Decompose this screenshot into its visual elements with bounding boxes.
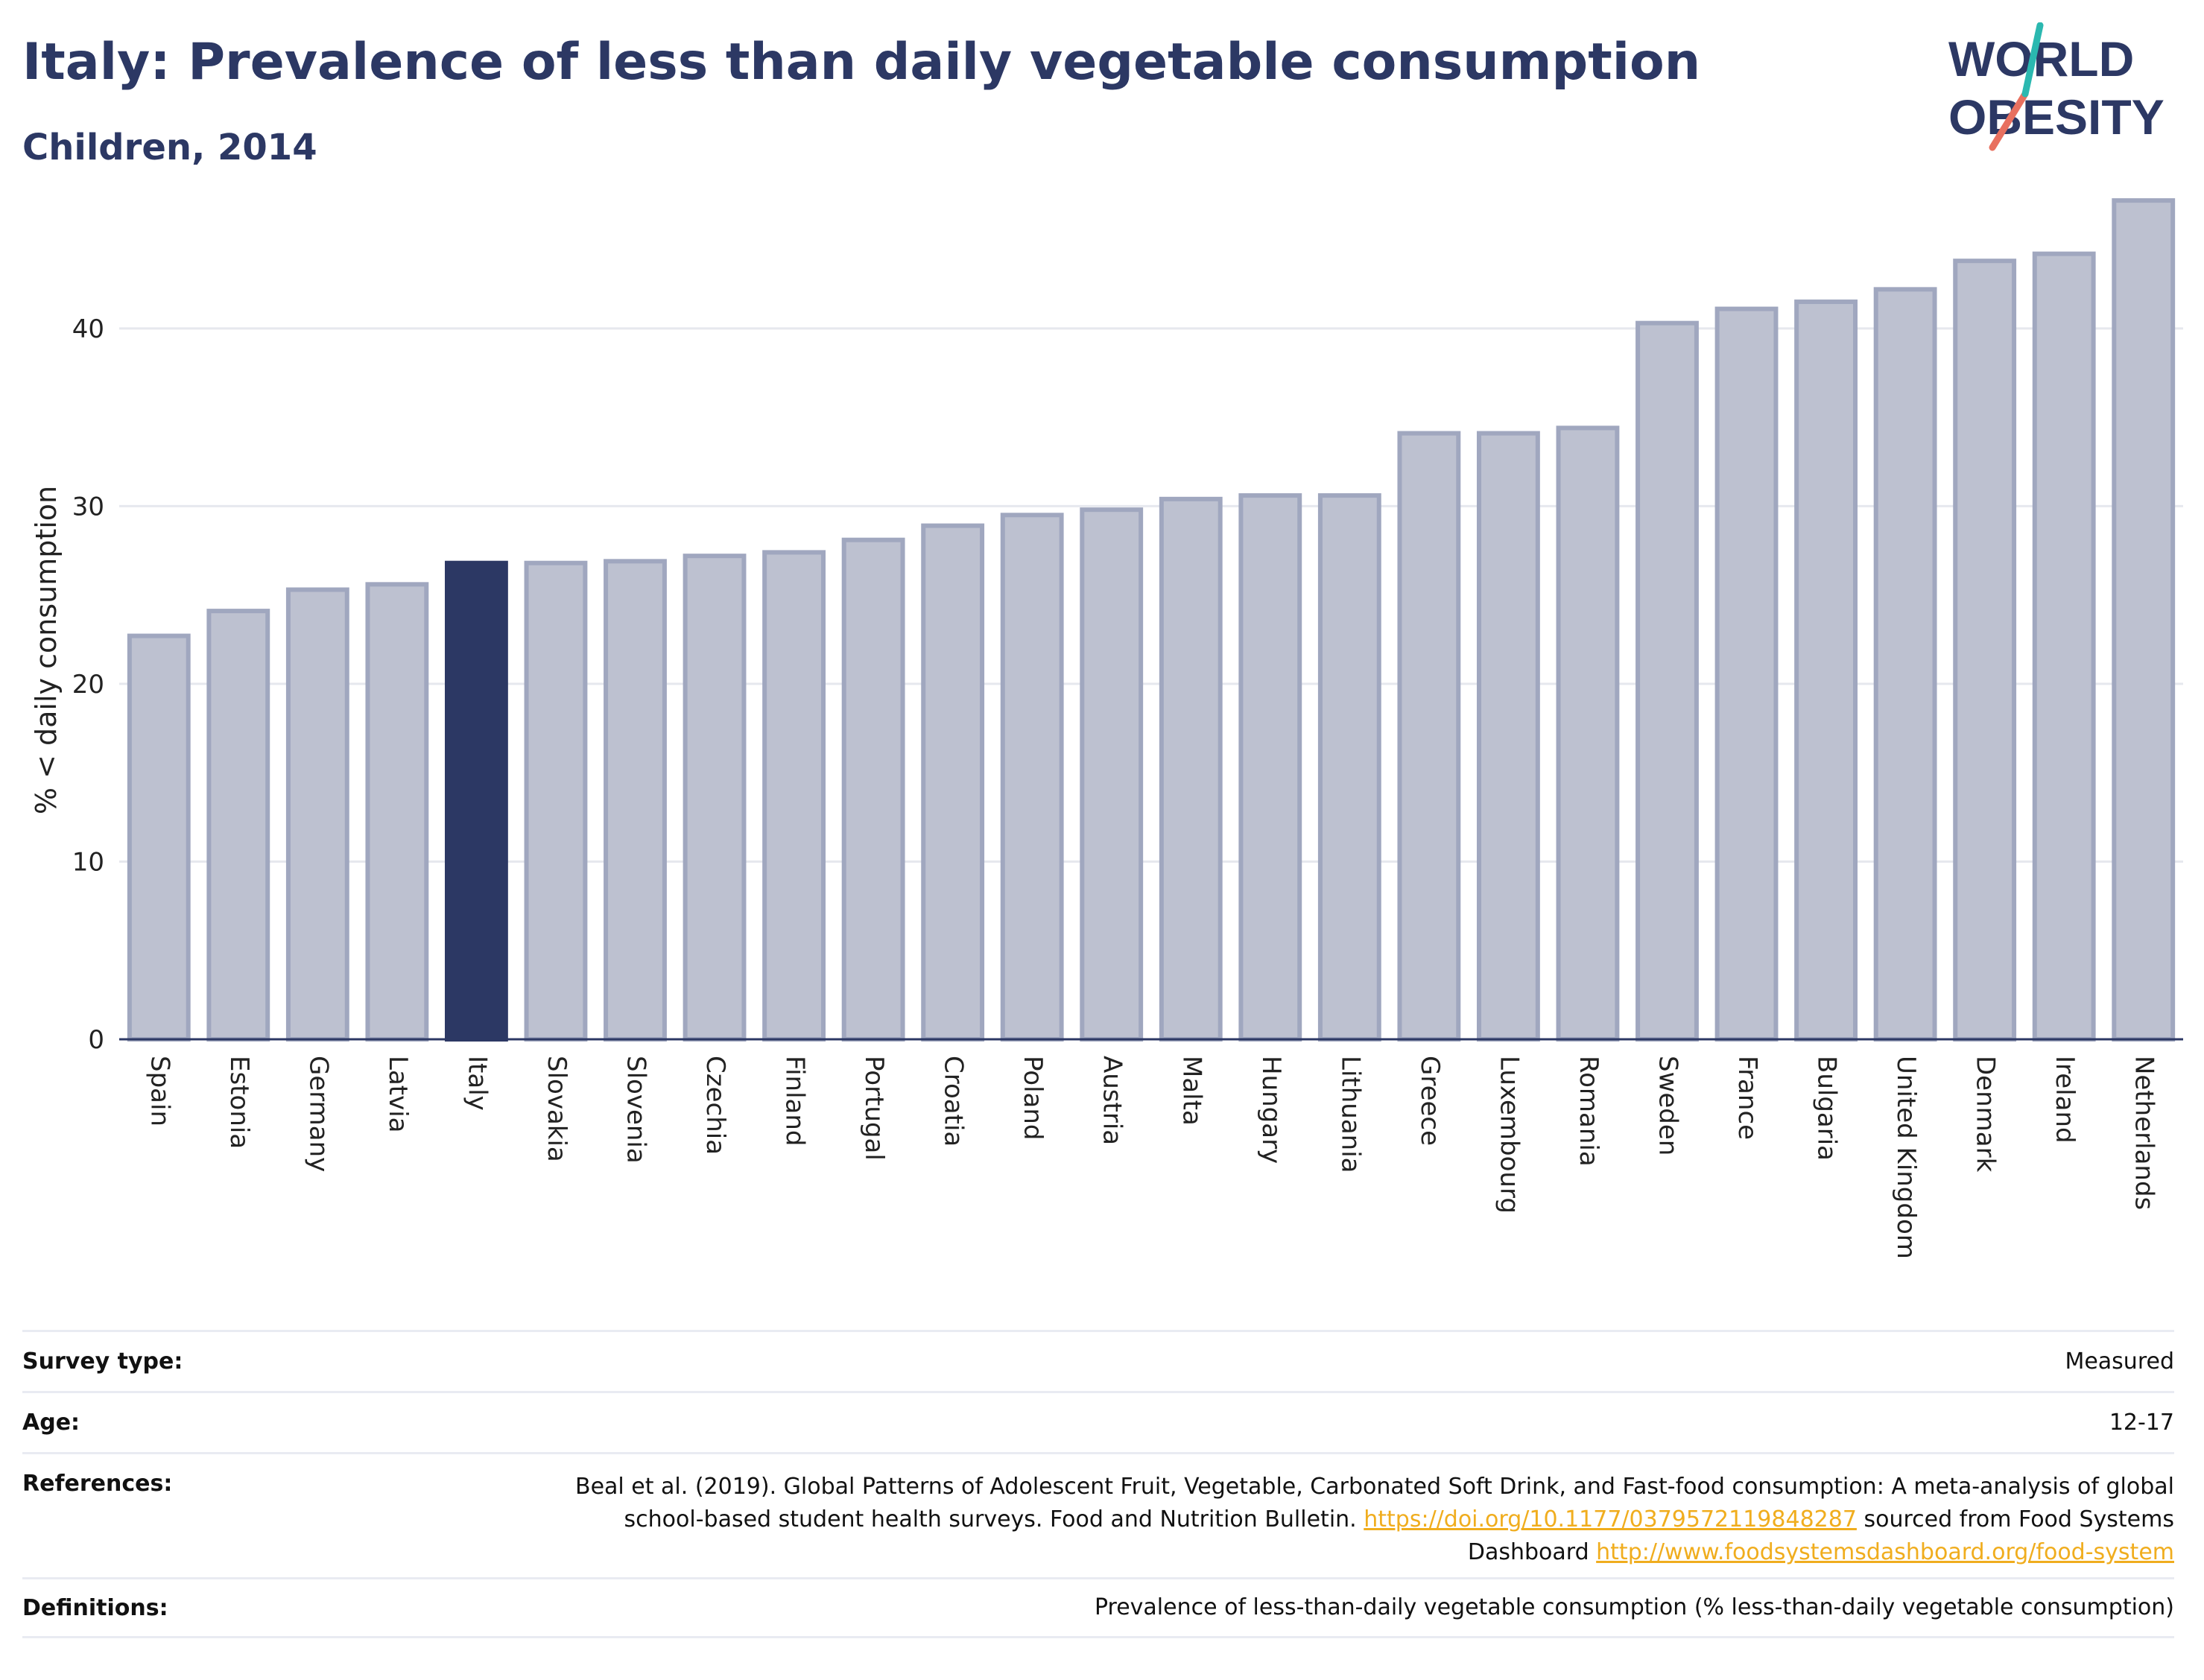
info-row-age: Age: 12-17 bbox=[22, 1391, 2174, 1452]
x-tick-label-portugal: Portugal bbox=[859, 1056, 889, 1161]
x-tick-label-latvia: Latvia bbox=[383, 1056, 413, 1133]
bar-croatia bbox=[921, 523, 985, 1042]
survey-type-value: Measured bbox=[2065, 1348, 2174, 1375]
bar-united-kingdom bbox=[1873, 287, 1937, 1042]
chart-title: Italy: Prevalence of less than daily veg… bbox=[22, 33, 1701, 92]
food-systems-dashboard-link[interactable]: http://www.foodsystemsdashboard.org/food… bbox=[1596, 1539, 2174, 1565]
y-tick-label-10: 10 bbox=[72, 847, 104, 877]
bar-latvia bbox=[365, 582, 429, 1042]
x-tick-label-united-kingdom: United Kingdom bbox=[1891, 1056, 1921, 1259]
x-tick-label-ireland: Ireland bbox=[2050, 1056, 2080, 1144]
x-tick-label-luxembourg: Luxembourg bbox=[1494, 1056, 1524, 1214]
y-axis-label: % < daily consumption bbox=[30, 486, 63, 814]
x-tick-label-lithuania: Lithuania bbox=[1335, 1056, 1365, 1173]
info-row-definitions: Definitions: Prevalence of less-than-dai… bbox=[22, 1577, 2174, 1638]
bar-romania bbox=[1556, 425, 1620, 1042]
x-tick-label-slovenia: Slovenia bbox=[621, 1056, 651, 1164]
definitions-value: Prevalence of less-than-daily vegetable … bbox=[1094, 1594, 2174, 1620]
y-tick-label-0: 0 bbox=[88, 1025, 104, 1055]
bar-estonia bbox=[206, 609, 270, 1042]
bar-netherlands bbox=[2112, 198, 2176, 1042]
survey-type-label: Survey type: bbox=[22, 1348, 183, 1375]
references-text-1: Beal et al. (2019). Global Patterns of A… bbox=[574, 1474, 2174, 1532]
y-tick-label-20: 20 bbox=[72, 670, 104, 700]
bar-chart: 0 10 20 30 40 % < daily consumption Spain Eston… bbox=[30, 198, 2183, 1259]
x-tick-label-sweden: Sweden bbox=[1653, 1056, 1683, 1156]
bar-slovakia bbox=[524, 560, 588, 1042]
x-tick-label-denmark: Denmark bbox=[1971, 1056, 2001, 1173]
bar-austria bbox=[1080, 507, 1144, 1042]
bar-luxembourg bbox=[1477, 431, 1540, 1042]
bar-denmark bbox=[1953, 259, 2017, 1042]
bar-germany bbox=[285, 587, 349, 1042]
logo-slash-coral bbox=[1989, 90, 2029, 151]
x-tick-label-greece: Greece bbox=[1415, 1056, 1445, 1146]
x-tick-label-romania: Romania bbox=[1574, 1056, 1603, 1167]
bar-ireland bbox=[2032, 251, 2096, 1042]
age-label: Age: bbox=[22, 1410, 80, 1436]
bar-finland bbox=[762, 550, 826, 1042]
definitions-label: Definitions: bbox=[22, 1594, 168, 1621]
bar-malta bbox=[1159, 496, 1223, 1042]
x-tick-label-malta: Malta bbox=[1177, 1056, 1206, 1126]
x-tick-label-germany: Germany bbox=[303, 1056, 333, 1172]
bar-slovenia bbox=[604, 559, 667, 1042]
references-value: Beal et al. (2019). Global Patterns of A… bbox=[498, 1471, 2174, 1569]
x-tick-label-finland: Finland bbox=[780, 1056, 810, 1147]
info-row-survey-type: Survey type: Measured bbox=[22, 1330, 2174, 1391]
y-tick-label-40: 40 bbox=[72, 314, 104, 344]
bar-poland bbox=[1000, 513, 1064, 1042]
x-tick-label-estonia: Estonia bbox=[224, 1056, 254, 1149]
chart-subtitle: Children, 2014 bbox=[22, 127, 317, 168]
references-text-2: sourced from Food Systems Dashboard bbox=[1467, 1506, 2174, 1565]
x-tick-label-slovakia: Slovakia bbox=[542, 1056, 571, 1162]
bar-lithuania bbox=[1317, 493, 1381, 1042]
x-tick-label-bulgaria: Bulgaria bbox=[1812, 1056, 1842, 1161]
bar-italy bbox=[445, 560, 508, 1042]
bar-bulgaria bbox=[1794, 299, 1858, 1042]
x-tick-label-hungary: Hungary bbox=[1256, 1056, 1286, 1164]
doi-link[interactable]: https://doi.org/10.1177/0379572119848287 bbox=[1364, 1506, 1857, 1532]
x-tick-label-poland: Poland bbox=[1018, 1056, 1048, 1141]
bar-spain bbox=[127, 633, 191, 1042]
bar-sweden bbox=[1635, 320, 1699, 1042]
x-tick-label-netherlands: Netherlands bbox=[2129, 1056, 2159, 1210]
age-value: 12-17 bbox=[2109, 1409, 2174, 1436]
x-tick-label-spain: Spain bbox=[145, 1056, 174, 1126]
bar-hungary bbox=[1238, 493, 1302, 1042]
x-tick-label-croatia: Croatia bbox=[939, 1056, 969, 1147]
info-row-references: References: Beal et al. (2019). Global P… bbox=[22, 1452, 2174, 1577]
y-tick-label-30: 30 bbox=[72, 492, 104, 522]
x-tick-label-italy: Italy bbox=[462, 1056, 492, 1111]
bar-czechia bbox=[683, 554, 747, 1042]
x-tick-label-austria: Austria bbox=[1098, 1056, 1127, 1145]
bar-portugal bbox=[841, 537, 905, 1042]
bar-france bbox=[1714, 306, 1779, 1042]
logo-line-obesity: OBESITY bbox=[1948, 89, 2165, 145]
references-label: References: bbox=[22, 1471, 173, 1497]
logo-slash-teal bbox=[2021, 22, 2044, 98]
x-tick-label-france: France bbox=[1732, 1056, 1762, 1140]
bar-greece bbox=[1397, 431, 1461, 1042]
logo-line-world: WORLD bbox=[1948, 31, 2134, 86]
info-table: Survey type: Measured Age: 12-17 Referen… bbox=[22, 1330, 2174, 1638]
x-tick-label-czechia: Czechia bbox=[700, 1056, 730, 1155]
world-obesity-logo: WORLD OBESITY bbox=[1948, 22, 2165, 151]
